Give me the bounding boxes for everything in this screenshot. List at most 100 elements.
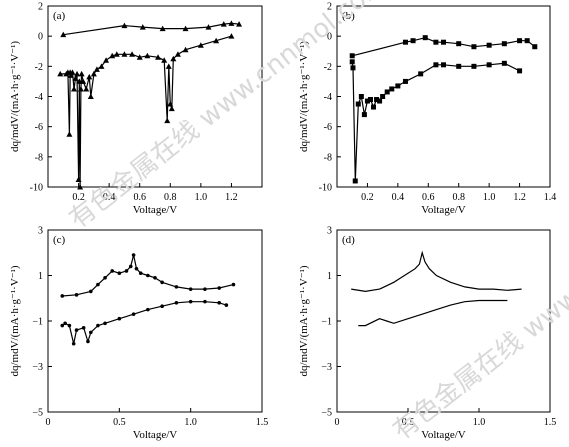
plot-frame [336,5,551,188]
data-point [402,39,408,45]
data-point [98,63,105,69]
data-point [76,78,83,84]
data-point [501,60,507,66]
data-point [74,70,81,77]
y-tick-label: 0 [38,32,43,43]
y-tick-label: −5 [32,408,43,419]
data-point [168,105,175,112]
panel-label: (a) [53,10,66,22]
data-point [129,51,136,57]
data-point [361,112,367,118]
data-point [410,38,416,44]
data-point [96,282,100,287]
x-axis-label: Voltage/V [133,429,177,441]
data-point [161,57,168,63]
x-tick-label: 1.0 [483,192,496,203]
data-point [72,75,79,81]
plot-frame [336,229,551,413]
x-tick-label: 0.2 [361,192,374,203]
x-tick-label: 1.4 [544,192,557,203]
y-tick-label: 2 [38,2,43,13]
data-point [197,42,204,48]
data-point [205,24,212,30]
y-tick-label: -10 [30,183,43,194]
data-point [364,98,370,104]
data-point [144,52,151,59]
data-point [138,271,143,276]
data-point [228,20,235,26]
x-tick-label: 1.0 [473,417,486,428]
y-tick-label: -8 [324,152,332,163]
y-tick-label: -8 [35,152,43,163]
x-tick-label: 1.2 [513,192,526,203]
data-point [160,280,164,285]
data-point [349,59,355,65]
data-point [228,33,235,39]
y-axis-label: dq/mdV/(mA·h·g⁻¹·V⁻¹) [9,265,21,376]
data-point [67,323,72,328]
data-point [136,54,143,60]
data-point [486,42,492,48]
data-point [231,282,236,287]
data-point [60,31,67,38]
data-point [74,328,79,332]
x-tick-label: 0.8 [164,192,177,203]
data-point [69,69,76,75]
data-point [174,301,179,305]
y-tick-label: −1 [32,317,43,328]
chart-panel-c: 0 0.5 1.0 1.5 −5 −3 −1 1 3 (c) Voltage/V dq/mdV/(mA… [9,226,268,442]
data-point [117,271,122,276]
data-point [167,101,174,107]
data-point [395,83,401,89]
data-point [121,51,128,57]
x-tick-label: 1.2 [225,192,238,203]
data-point [456,63,462,69]
x-tick-label: 0.8 [452,192,465,203]
data-point [501,41,507,47]
data-point [174,285,179,289]
data-point [131,312,136,316]
data-point [433,62,439,68]
x-tick-label: 1.5 [256,417,269,428]
data-point [203,299,207,304]
x-tick-label: 0.6 [422,192,435,203]
x-tick-label: 0.6 [133,192,146,203]
series-line [351,61,520,182]
data-point [128,264,133,269]
data-point [139,24,146,30]
data-point [418,71,424,77]
data-point [170,55,177,62]
x-axis-label: Voltage/V [421,204,465,216]
data-point [182,46,189,53]
data-point [86,339,90,344]
data-point [153,275,157,280]
data-point [217,286,221,290]
data-point [350,65,356,71]
data-point [377,98,383,104]
data-point [75,176,82,182]
data-point [121,22,128,29]
y-axis-label: dq/mdV/(mA·h·g⁻¹·V⁻¹) [298,265,310,376]
data-point [96,323,100,328]
y-tick-label: −1 [321,317,332,328]
data-point [103,57,110,63]
data-point [389,86,395,92]
chart-panel-b: 0.2 0.4 0.6 0.8 1.0 1.2 1.4 -10 -8 -6 -4 -2 0 2 (b) Vol… [298,2,556,217]
y-tick-label: −3 [321,362,332,373]
series-line [351,250,522,293]
data-point [517,38,523,44]
data-point [155,54,162,60]
data-point [422,35,428,41]
y-tick-label: 1 [38,271,43,282]
data-point [87,93,94,99]
y-tick-label: 2 [327,2,332,13]
y-axis-label: dq/mdV/(mA·h·g⁻¹·V⁻¹) [9,41,21,152]
y-tick-label: 3 [38,226,43,237]
data-point [160,304,164,309]
data-point [471,63,477,69]
plot-frame [47,229,263,413]
data-point [63,321,67,326]
data-point [349,53,355,59]
data-point [110,269,114,273]
